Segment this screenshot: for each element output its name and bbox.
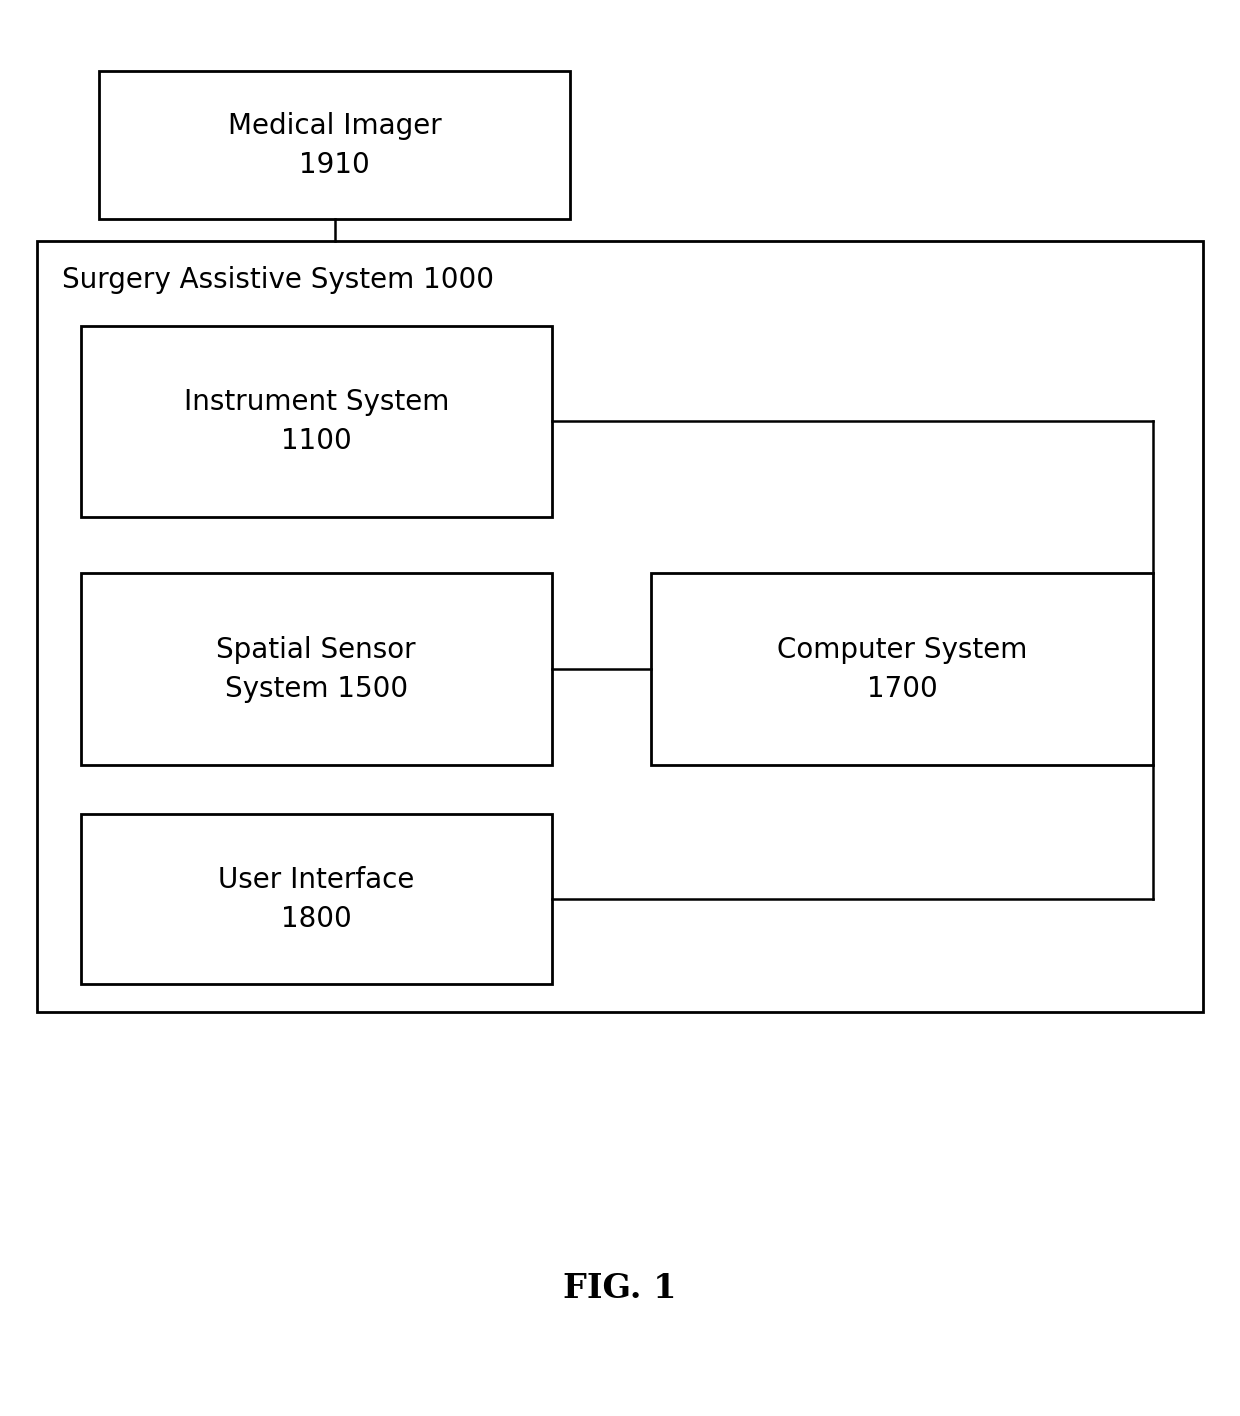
Text: Spatial Sensor
System 1500: Spatial Sensor System 1500 xyxy=(217,636,415,702)
FancyBboxPatch shape xyxy=(81,814,552,984)
Text: FIG. 1: FIG. 1 xyxy=(563,1272,677,1306)
Text: Surgery Assistive System 1000: Surgery Assistive System 1000 xyxy=(62,266,494,295)
Text: User Interface
1800: User Interface 1800 xyxy=(218,865,414,933)
FancyBboxPatch shape xyxy=(651,573,1153,765)
FancyBboxPatch shape xyxy=(81,573,552,765)
Text: Instrument System
1100: Instrument System 1100 xyxy=(184,388,449,455)
Text: Medical Imager
1910: Medical Imager 1910 xyxy=(228,112,441,178)
Text: Computer System
1700: Computer System 1700 xyxy=(777,636,1027,702)
FancyBboxPatch shape xyxy=(99,71,570,219)
FancyBboxPatch shape xyxy=(37,241,1203,1012)
FancyBboxPatch shape xyxy=(81,326,552,517)
